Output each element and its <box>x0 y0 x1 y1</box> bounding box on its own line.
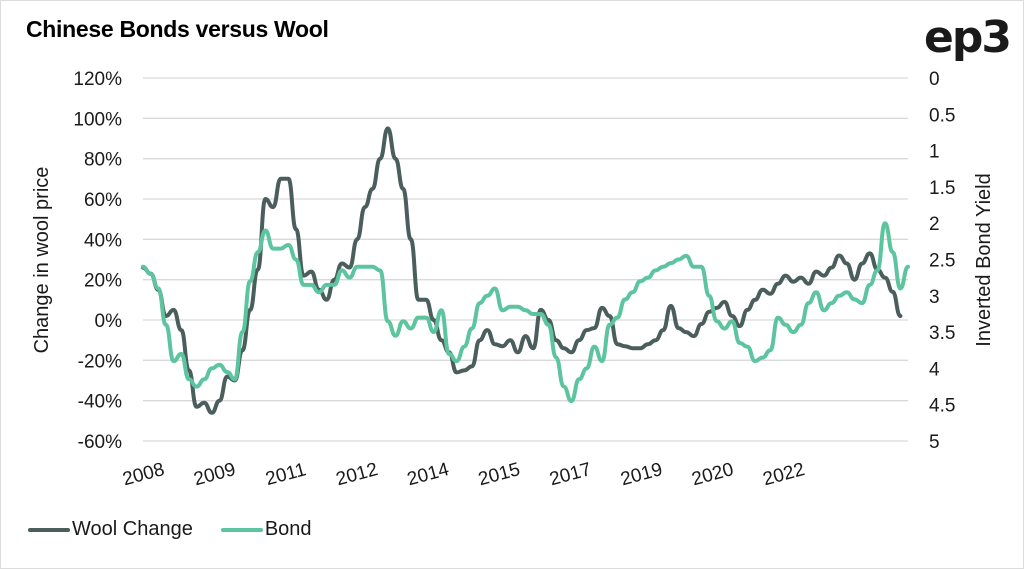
x-tick-label: 2014 <box>405 459 452 490</box>
x-tick-label: 2019 <box>618 459 664 490</box>
right-axis-title: Inverted Bond Yield <box>973 173 995 346</box>
left-tick-label: -40% <box>78 392 122 413</box>
left-axis-title: Change in wool price <box>31 167 53 354</box>
legend: Wool Change Bond <box>28 518 340 541</box>
legend-item-bond: Bond <box>220 518 312 541</box>
right-tick-label: 3 <box>929 287 940 308</box>
right-tick-label: 1.5 <box>929 178 955 199</box>
x-tick-label: 2022 <box>761 459 807 490</box>
left-axis-ticks: 120% 100% 80% 60% 40% 20% 0% -20% -40% -60% <box>73 69 122 453</box>
legend-swatch-bond <box>220 527 263 532</box>
x-tick-label: 2009 <box>192 459 238 490</box>
chart-title: Chinese Bonds versus Wool <box>26 16 329 42</box>
right-tick-label: 4.5 <box>929 396 955 417</box>
left-tick-label: 60% <box>84 190 122 211</box>
right-tick-label: 5 <box>929 432 940 453</box>
left-tick-label: -20% <box>78 351 122 372</box>
left-tick-label: 40% <box>84 230 122 251</box>
left-tick-label: 120% <box>73 69 122 90</box>
right-tick-label: 3.5 <box>929 323 955 344</box>
x-tick-label: 2012 <box>334 459 380 490</box>
legend-label-wool-change: Wool Change <box>72 518 193 540</box>
ep3-logo: ep3 <box>924 12 1012 63</box>
left-tick-label: 100% <box>73 109 122 130</box>
right-tick-label: 0.5 <box>929 105 955 126</box>
x-tick-label: 2008 <box>120 459 166 490</box>
legend-swatch-wool-change <box>28 527 70 532</box>
right-tick-label: 1 <box>929 142 940 163</box>
x-tick-label: 2017 <box>547 459 593 490</box>
left-tick-label: 0% <box>95 311 123 332</box>
series-line-wool-change <box>141 126 903 415</box>
gridlines <box>143 77 908 442</box>
left-tick-label: 20% <box>84 271 122 292</box>
x-tick-label: 2015 <box>476 459 522 490</box>
x-axis-ticks: 2008 2009 2011 2012 2014 2015 2017 2019 2020 2022 <box>120 459 807 490</box>
series-lines <box>141 126 910 415</box>
right-tick-label: 2.5 <box>929 251 955 272</box>
x-tick-label: 2011 <box>263 459 308 490</box>
x-tick-label: 2020 <box>690 459 736 490</box>
legend-item-wool-change: Wool Change <box>28 518 193 541</box>
series-line-bond <box>141 221 910 404</box>
right-tick-label: 4 <box>929 359 940 380</box>
left-tick-label: 80% <box>84 150 122 171</box>
left-tick-label: -60% <box>78 432 122 453</box>
right-axis-ticks: 0 0.5 1 1.5 2 2.5 3 3.5 4 4.5 5 <box>929 69 955 453</box>
right-tick-label: 0 <box>929 69 940 90</box>
right-tick-label: 2 <box>929 214 940 235</box>
legend-label-bond: Bond <box>264 518 312 540</box>
